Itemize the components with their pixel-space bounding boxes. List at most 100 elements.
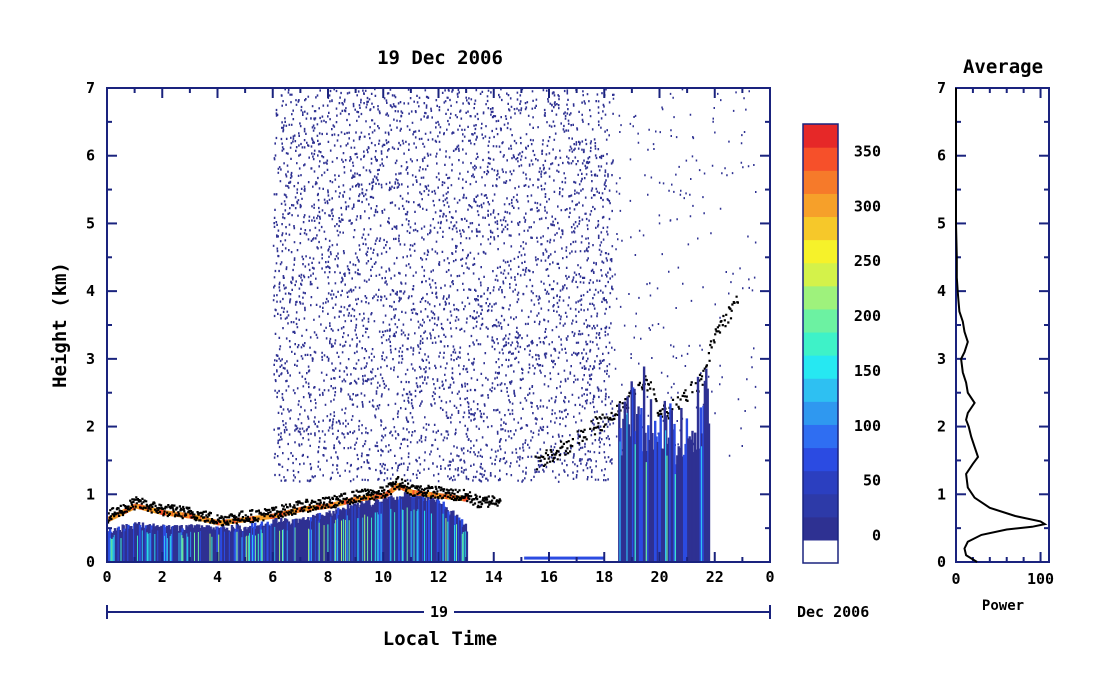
boundary-layer-streak	[149, 533, 151, 562]
colorbar-cell	[803, 447, 838, 472]
boundary-layer-streak	[180, 532, 182, 562]
boundary-layer-streak	[346, 515, 349, 562]
boundary-layer-streak	[442, 513, 444, 562]
boundary-layer-streak	[342, 519, 345, 562]
boundary-layer-streak	[445, 518, 447, 562]
boundary-layer-streak	[248, 535, 250, 562]
convective-column	[654, 420, 657, 562]
convective-column	[684, 443, 687, 562]
x-tick-label: 0	[102, 568, 111, 586]
convective-column	[670, 410, 673, 562]
colorbar-cells	[803, 124, 838, 564]
avg-x-tick-label: 0	[951, 570, 960, 588]
boundary-layer-streak	[362, 517, 364, 562]
convective-streak	[665, 430, 667, 562]
avg-y-tick-label: 1	[937, 485, 946, 503]
convective-column	[663, 400, 666, 562]
x-tick-label: 8	[323, 568, 332, 586]
colorbar-tick-label: 0	[872, 527, 881, 545]
boundary-layer-streak	[424, 510, 426, 562]
average-x-label: Power	[982, 598, 1024, 614]
convective-column	[631, 387, 635, 562]
y-tick-label: 1	[86, 485, 95, 503]
convective-column	[685, 418, 689, 562]
boundary-layer-streak	[377, 514, 380, 562]
boundary-layer-streak	[218, 534, 220, 562]
colorbar: 0 50 100 150 200 250 300 350	[802, 123, 881, 564]
boundary-layer-streak	[246, 535, 248, 562]
y-tick-label: 7	[86, 79, 95, 97]
boundary-layer-streak	[367, 516, 369, 562]
convective-column	[706, 388, 709, 562]
convective-column	[681, 456, 684, 562]
colorbar-cell	[803, 493, 838, 518]
y-tick-label: 3	[86, 350, 95, 368]
avg-y-tick-label: 5	[937, 214, 946, 232]
convective-column	[644, 432, 647, 562]
x-tick-label: 14	[485, 568, 503, 586]
boundary-layer-streak	[364, 514, 366, 562]
boundary-layer-streak	[334, 523, 336, 562]
boundary-layer-streak	[178, 532, 180, 562]
avg-y-tick-label: 2	[937, 418, 946, 436]
convective-column	[695, 449, 698, 562]
avg-y-tick-label: 4	[937, 282, 946, 300]
average-power-line	[955, 88, 1048, 563]
boundary-layer-streak	[456, 524, 458, 562]
boundary-layer-streak	[318, 522, 321, 562]
convective-column	[696, 376, 700, 562]
date-bar: 19 Dec 2006	[106, 603, 869, 621]
boundary-layer-streak	[166, 533, 168, 562]
colorbar-tick-label: 100	[854, 417, 881, 435]
convective-streak	[666, 455, 668, 562]
boundary-layer-streak	[311, 529, 313, 562]
convective-column	[698, 448, 701, 562]
boundary-layer-streak	[430, 513, 433, 562]
boundary-layer-column	[465, 531, 469, 562]
x-tick-label: 6	[268, 568, 277, 586]
boundary-layer-streak	[461, 533, 464, 562]
convective-column	[689, 439, 693, 562]
boundary-layer-streak	[190, 531, 192, 562]
convective-streak	[645, 462, 647, 562]
colorbar-cell	[803, 147, 838, 171]
convective-column	[637, 406, 640, 562]
y-tick-label: 4	[86, 282, 95, 300]
convective-column	[641, 451, 644, 562]
average-title: Average	[963, 56, 1043, 78]
colorbar-cell	[803, 331, 838, 356]
boundary-layer-streak	[109, 537, 112, 562]
convective-column	[640, 408, 643, 562]
boundary-layer-streak	[146, 532, 148, 562]
boundary-layer-streak	[112, 537, 115, 562]
boundary-layer-streak	[274, 526, 276, 562]
boundary-layer-streak	[337, 518, 339, 562]
convective-column	[656, 441, 660, 562]
colorbar-cell	[803, 308, 838, 333]
convective-column	[677, 446, 680, 562]
convective-column	[688, 436, 691, 562]
boundary-layer-streak	[164, 535, 166, 562]
colorbar-cell	[803, 124, 838, 148]
boundary-layer-streak	[166, 538, 169, 562]
boundary-layer-streak	[348, 520, 351, 562]
boundary-layer-streak	[261, 533, 264, 562]
x-tick-label: 0	[765, 568, 774, 586]
colorbar-cell	[803, 470, 838, 495]
boundary-layer-streak	[283, 529, 285, 562]
avg-y-tick-label: 3	[937, 350, 946, 368]
boundary-layer-streak	[169, 535, 172, 562]
convective-column	[694, 432, 697, 562]
boundary-layer-streak	[454, 524, 456, 562]
noise-speckle	[272, 88, 615, 483]
boundary-layer-streak	[286, 530, 289, 562]
colorbar-cell	[803, 539, 838, 564]
boundary-layer-streak	[186, 533, 188, 562]
colorbar-tick-label: 350	[854, 142, 881, 160]
boundary-layer-streak	[235, 532, 237, 562]
x-tick-label: 12	[429, 568, 447, 586]
boundary-layer-streak	[181, 535, 183, 562]
y-tick-label: 0	[86, 553, 95, 571]
